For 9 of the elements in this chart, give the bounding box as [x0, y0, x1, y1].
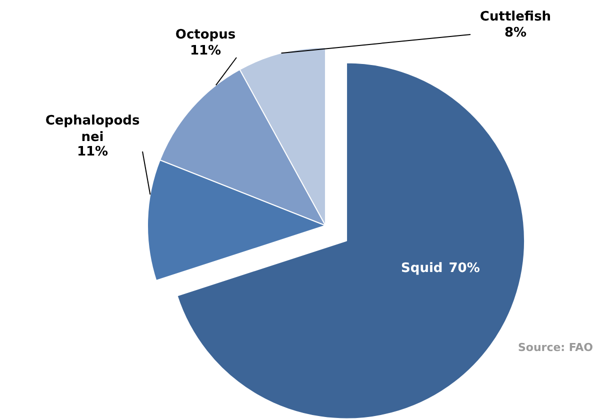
data-label: 8%: [504, 26, 527, 40]
slice-label: Cuttlefish: [480, 10, 552, 24]
source-note: Source: FAO: [518, 341, 594, 354]
data-label: 11%: [190, 44, 222, 58]
data-label: 70%: [448, 260, 480, 276]
slice-label: Squid: [401, 260, 443, 276]
data-label: 11%: [76, 144, 108, 160]
slice-label: Cephalopods nei: [45, 114, 140, 145]
slice-label: Octopus: [175, 28, 236, 42]
